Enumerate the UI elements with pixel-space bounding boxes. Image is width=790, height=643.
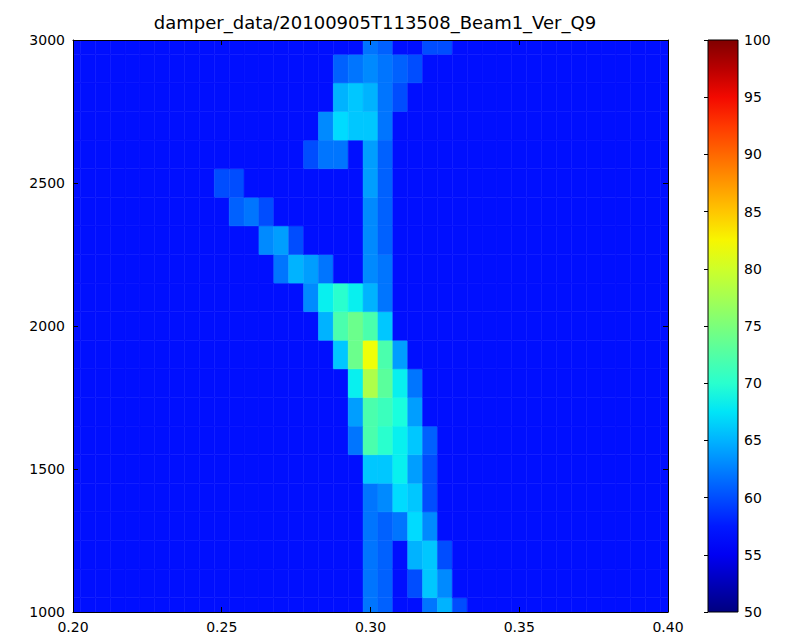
svg-text:0.25: 0.25 (206, 619, 237, 635)
svg-text:3000: 3000 (29, 32, 65, 48)
svg-text:65: 65 (744, 432, 762, 448)
svg-text:95: 95 (744, 89, 762, 105)
svg-text:80: 80 (744, 261, 762, 277)
svg-text:0.40: 0.40 (652, 619, 683, 635)
svg-text:55: 55 (744, 547, 762, 563)
svg-text:0.35: 0.35 (504, 619, 535, 635)
svg-text:100: 100 (744, 32, 771, 48)
svg-text:70: 70 (744, 375, 762, 391)
svg-text:2500: 2500 (29, 175, 65, 191)
svg-text:50: 50 (744, 604, 762, 620)
svg-text:0.30: 0.30 (355, 619, 386, 635)
svg-text:85: 85 (744, 204, 762, 220)
svg-text:90: 90 (744, 146, 762, 162)
svg-text:1500: 1500 (29, 461, 65, 477)
svg-text:60: 60 (744, 490, 762, 506)
svg-text:1000: 1000 (29, 604, 65, 620)
svg-text:damper_data/20100905T113508_Be: damper_data/20100905T113508_Beam1_Ver_Q9 (154, 12, 596, 34)
svg-text:2000: 2000 (29, 318, 65, 334)
svg-text:0.20: 0.20 (57, 619, 88, 635)
svg-text:75: 75 (744, 318, 762, 334)
